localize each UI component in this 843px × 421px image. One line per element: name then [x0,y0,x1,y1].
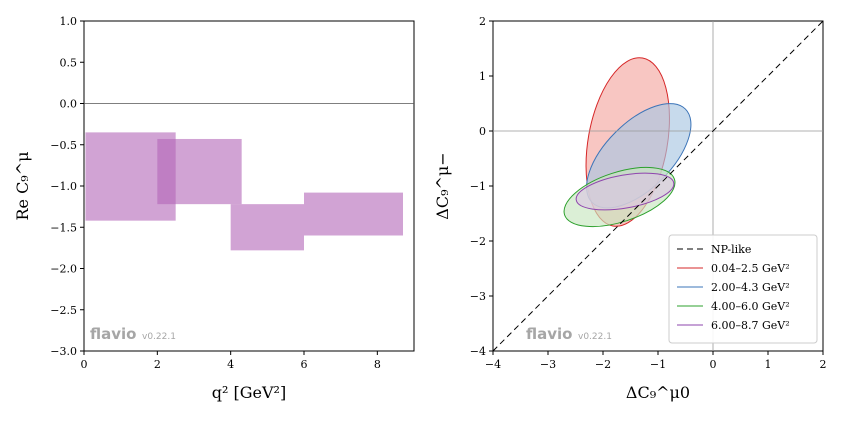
left-y-tick-label: −1.0 [50,180,77,193]
legend-label-series-4: 6.00–8.7 GeV² [711,319,790,332]
q2-bin-2 [157,138,242,205]
right-y-tick-label: 0 [479,125,486,138]
left-x-tick-label: 6 [301,358,308,371]
right-x-tick-label: 1 [765,358,772,371]
ellipse-series-4 [575,172,675,211]
right-y-axis-label: ΔC₉^μ− [433,152,452,219]
legend-label-series-1: 0.04–2.5 GeV² [711,262,790,275]
right-y-tick-label: −3 [470,290,486,303]
legend-label-series-2: 2.00–4.3 GeV² [711,281,790,294]
left-y-tick-label: 0.0 [60,98,78,111]
right-x-ticks: −4 −3 −2 −1 0 1 2 [485,351,827,371]
legend-box [668,234,818,344]
right-ellipses [563,57,692,228]
left-x-ticks: 0 2 4 6 8 [81,351,381,371]
right-x-tick-label: 2 [820,358,827,371]
left-y-tick-label: 1.0 [60,15,78,28]
left-watermark-version: v0.22.1 [142,332,176,342]
legend: NP-like 0.04–2.5 GeV² 2.00–4.3 GeV² 4.00–6.… [668,234,818,344]
right-y-tick-label: −2 [470,235,486,248]
right-x-tick-label: −1 [650,358,666,371]
left-y-tick-label: −2.0 [50,263,77,276]
np-like-diagonal [492,20,824,352]
right-x-tick-label: −2 [595,358,611,371]
left-watermark-name: flavio [90,325,136,343]
left-y-tick-label: −2.5 [50,304,77,317]
left-x-tick-label: 8 [374,358,381,371]
right-watermark-name: flavio [526,325,572,343]
right-y-tick-label: 1 [479,70,486,83]
left-x-tick-label: 2 [154,358,161,371]
right-y-tick-label: 2 [479,15,486,28]
left-y-tick-label: 0.5 [60,56,78,69]
q2-bin-3 [230,204,304,251]
left-y-tick-label: −1.5 [50,221,77,234]
legend-items: NP-like 0.04–2.5 GeV² 2.00–4.3 GeV² 4.00–6.… [677,243,790,332]
right-x-axis-label: ΔC₉^μ0 [626,383,690,402]
right-x-tick-label: −3 [540,358,556,371]
left-y-axis-label: Re C₉^μ [13,151,32,220]
right-y-ticks: 2 1 0 −1 −2 −3 −4 [470,15,493,358]
right-x-tick-label: −4 [485,358,501,371]
right-chart: −4 −3 −2 −1 0 1 2 2 1 0 −1 −2 −3 −4 ΔC₉^μ0 ΔC₉^μ− fl… [433,15,827,402]
right-watermark-version: v0.22.1 [578,332,612,342]
right-y-tick-label: −4 [470,345,486,358]
left-watermark: flavio v0.22.1 [90,325,176,343]
left-y-tick-label: −3.0 [50,345,77,358]
right-watermark: flavio v0.22.1 [526,325,612,343]
left-y-ticks: 1.0 0.5 0.0 −0.5 −1.0 −1.5 −2.0 −2.5 −3.0 [50,15,84,358]
legend-label-np-like: NP-like [711,243,751,256]
legend-label-series-3: 4.00–6.0 GeV² [711,300,790,313]
left-bins [85,132,403,251]
left-y-tick-label: −0.5 [50,139,77,152]
right-x-tick-label: 0 [710,358,717,371]
left-x-tick-label: 4 [227,358,234,371]
right-y-tick-label: −1 [470,180,486,193]
left-x-axis-label: q² [GeV²] [212,383,286,402]
q2-bin-4 [304,192,403,236]
left-x-tick-label: 0 [81,358,88,371]
